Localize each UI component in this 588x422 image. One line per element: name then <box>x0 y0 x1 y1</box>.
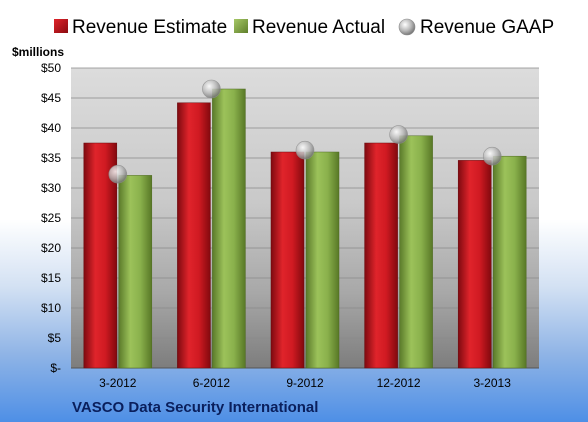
legend-label-actual: Revenue Actual <box>252 17 385 38</box>
estimate-bar <box>177 102 211 369</box>
x-tick-label: 6-2012 <box>193 376 231 390</box>
y-tick-label: $25 <box>41 211 61 225</box>
x-axis-ticks: 3-2012 6-2012 9-2012 12-2012 3-2013 <box>99 376 511 390</box>
y-tick-label: $15 <box>41 271 61 285</box>
y-tick-label: $30 <box>41 181 61 195</box>
gaap-marker <box>202 79 221 99</box>
actual-bar <box>212 88 246 369</box>
gaap-marker <box>295 140 315 160</box>
legend-label-gaap: Revenue GAAP <box>420 17 554 38</box>
y-tick-label: $20 <box>41 241 61 255</box>
estimate-bar <box>457 160 492 369</box>
y-axis-ticks: $- $5 $10 $15 $20 $25 $30 $35 $40 $45 $50 <box>41 61 61 375</box>
gaap-markers <box>108 79 502 184</box>
y-tick-label: $10 <box>41 301 61 315</box>
estimate-bar <box>364 142 398 369</box>
legend-marker-gaap <box>398 18 416 36</box>
actual-bar <box>305 151 340 369</box>
legend: Revenue Estimate Revenue Actual Revenue … <box>54 17 554 38</box>
actual-bar <box>399 135 433 369</box>
x-tick-label: 12-2012 <box>377 376 421 390</box>
x-tick-label: 3-2012 <box>99 376 137 390</box>
x-tick-label: 9-2012 <box>286 376 324 390</box>
y-tick-label: $35 <box>41 151 61 165</box>
y-tick-label: $- <box>50 361 61 375</box>
y-tick-label: $5 <box>48 331 62 345</box>
x-tick-label: 3-2013 <box>474 376 512 390</box>
y-unit-label: $millions <box>12 45 64 59</box>
gaap-marker <box>389 125 408 144</box>
gaap-marker <box>482 146 502 166</box>
y-tick-label: $45 <box>41 91 61 105</box>
company-name: VASCO Data Security International <box>72 399 318 416</box>
y-tick-label: $50 <box>41 61 61 75</box>
gaap-marker <box>108 164 128 184</box>
legend-swatch-estimate <box>54 19 68 33</box>
actual-bar <box>492 155 527 369</box>
y-tick-label: $40 <box>41 121 61 135</box>
estimate-bar <box>270 151 305 369</box>
legend-swatch-actual <box>234 19 248 33</box>
bars <box>83 88 527 369</box>
legend-label-estimate: Revenue Estimate <box>72 17 227 38</box>
actual-bar <box>118 175 153 369</box>
